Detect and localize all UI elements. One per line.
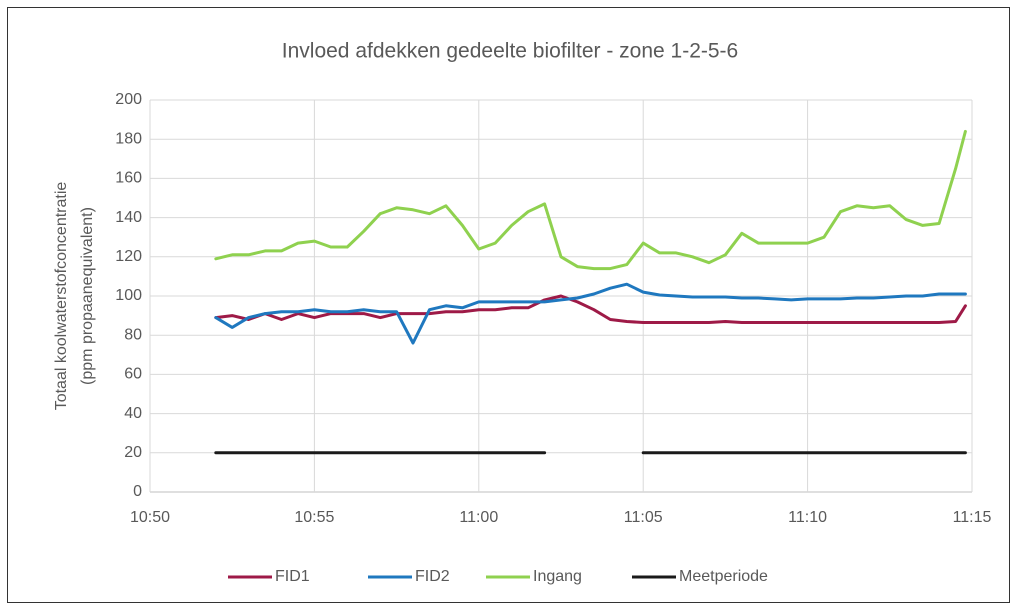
x-tick-label: 10:50: [130, 509, 170, 526]
x-tick-label: 10:55: [294, 509, 334, 526]
y-tick-label: 20: [124, 444, 142, 461]
legend-label: Ingang: [533, 568, 582, 585]
data-line: [214, 282, 967, 345]
legend-label: Meetperiode: [679, 568, 768, 585]
y-axis-label: Totaal koolwaterstofconcentratie: [53, 182, 70, 411]
y-tick-label: 160: [115, 170, 142, 187]
y-tick-label: 140: [115, 209, 142, 226]
y-tick-label: 200: [115, 91, 142, 108]
x-tick-label: 11:10: [788, 509, 827, 526]
x-tick-label: 11:15: [953, 509, 992, 526]
y-tick-label: 0: [133, 483, 142, 500]
y-tick-label: 80: [124, 326, 142, 343]
data-line: [214, 129, 967, 271]
y-tick-label: 180: [115, 130, 142, 147]
x-tick-label: 11:00: [459, 509, 498, 526]
data-line: [214, 294, 967, 324]
x-tick-label: 11:05: [624, 509, 663, 526]
y-tick-label: 60: [124, 366, 142, 383]
y-axis-label: (ppm propaanequivalent): [79, 207, 96, 385]
chart-border: [7, 7, 1010, 603]
legend-label: FID1: [275, 568, 310, 585]
y-tick-label: 40: [124, 405, 142, 422]
y-tick-label: 100: [115, 287, 142, 304]
legend-label: FID2: [415, 568, 450, 585]
y-tick-label: 120: [115, 248, 142, 265]
chart-title: Invloed afdekken gedeelte biofilter - zo…: [282, 40, 738, 63]
